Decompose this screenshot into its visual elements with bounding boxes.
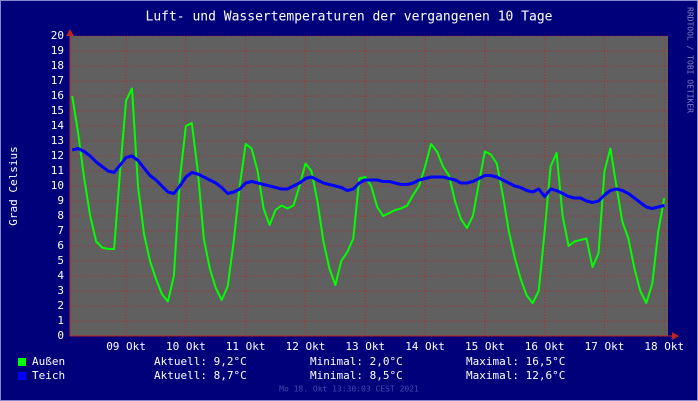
legend-stat: Minimal: 8,5°C <box>310 369 403 382</box>
y-tick-label: 17 <box>51 74 64 87</box>
chart-title: Luft- und Wassertemperaturen der vergang… <box>146 10 553 25</box>
y-tick-label: 6 <box>57 239 64 252</box>
y-axis-label: Grad Celsius <box>7 146 20 225</box>
x-tick-label: 14 Okt <box>405 340 445 353</box>
legend-swatch <box>18 358 26 366</box>
y-tick-label: 15 <box>51 104 64 117</box>
legend-swatch <box>18 372 26 380</box>
y-tick-label: 8 <box>57 209 64 222</box>
plot <box>70 35 668 337</box>
y-tick-label: 7 <box>57 224 64 237</box>
legend-label: Außen <box>32 355 65 368</box>
x-tick-label: 12 Okt <box>286 340 326 353</box>
y-tick-label: 0 <box>57 329 64 342</box>
y-tick-label: 19 <box>51 44 64 57</box>
legend-stat: Aktuell: 9,2°C <box>154 355 247 368</box>
y-tick-label: 9 <box>57 194 64 207</box>
y-tick-label: 20 <box>51 29 64 42</box>
x-tick-label: 17 Okt <box>585 340 625 353</box>
x-tick-label: 18 Okt <box>644 340 684 353</box>
y-tick-label: 5 <box>57 254 64 267</box>
footer: Mo 18. Okt 13:30:03 CEST 2021 <box>279 385 419 394</box>
y-tick-label: 14 <box>51 119 65 132</box>
watermark: RRDTOOL / TOBI OETIKER <box>686 7 695 113</box>
x-tick-label: 13 Okt <box>345 340 385 353</box>
y-tick-label: 10 <box>51 179 64 192</box>
y-tick-label: 2 <box>57 299 64 312</box>
x-tick-label: 09 Okt <box>106 340 146 353</box>
y-tick-label: 18 <box>51 59 64 72</box>
x-tick-label: 15 Okt <box>465 340 505 353</box>
legend-stat: Maximal: 12,6°C <box>466 369 565 382</box>
series-line <box>71 147 665 210</box>
legend-stat: Aktuell: 8,7°C <box>154 369 247 382</box>
legend-stat: Minimal: 2,0°C <box>310 355 403 368</box>
x-tick-label: 10 Okt <box>166 340 206 353</box>
x-axis-arrow <box>672 332 679 340</box>
y-tick-label: 16 <box>51 89 64 102</box>
y-tick-label: 11 <box>51 164 64 177</box>
x-tick-label: 11 Okt <box>226 340 266 353</box>
y-tick-label: 1 <box>57 314 64 327</box>
y-axis-arrow <box>66 29 74 36</box>
y-tick-label: 4 <box>57 269 64 282</box>
y-tick-label: 3 <box>57 284 64 297</box>
y-tick-label: 13 <box>51 134 64 147</box>
legend-label: Teich <box>32 369 65 382</box>
y-tick-label: 12 <box>51 149 64 162</box>
x-tick-label: 16 Okt <box>525 340 565 353</box>
legend-stat: Maximal: 16,5°C <box>466 355 565 368</box>
